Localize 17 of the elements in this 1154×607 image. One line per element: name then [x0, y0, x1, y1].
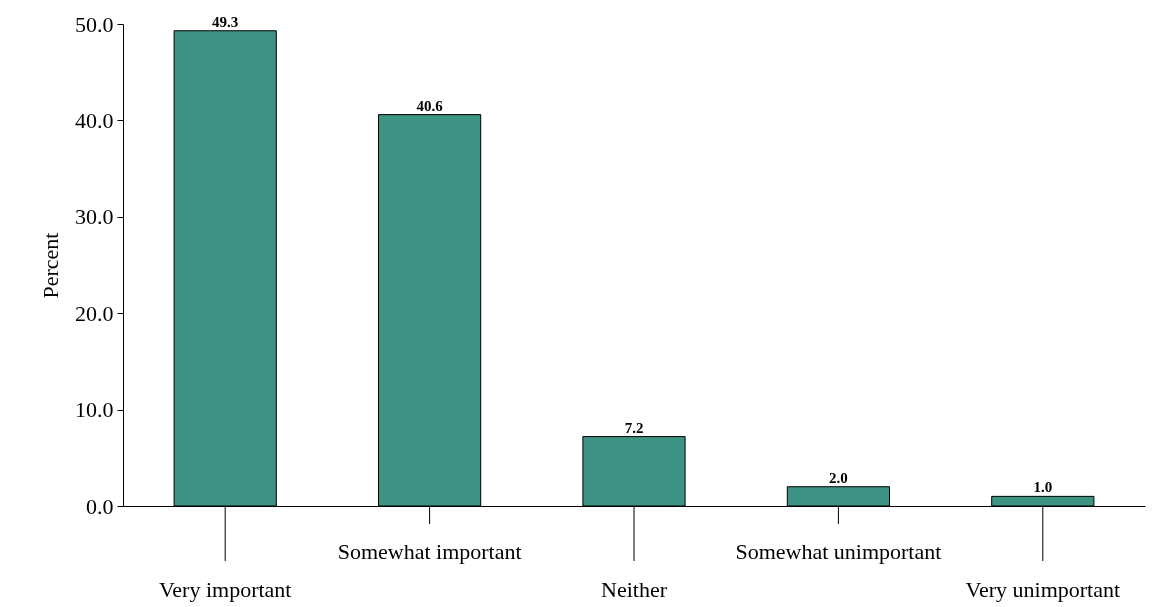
- y-tick-label: 30.0: [75, 204, 114, 230]
- data-label: 7.2: [624, 419, 644, 436]
- data-label: 1.0: [1033, 479, 1053, 496]
- x-tick-label: Somewhat important: [337, 539, 522, 564]
- y-axis-title: Percent: [38, 232, 63, 299]
- x-tick-label: Neither: [601, 577, 668, 602]
- data-label: 49.3: [212, 13, 239, 30]
- y-tick-label: 0.0: [86, 493, 114, 519]
- data-label: 40.6: [416, 97, 444, 114]
- x-tick-label: Very important: [158, 577, 292, 602]
- data-label: 2.0: [829, 469, 848, 486]
- x-tick-label: Somewhat unimportant: [735, 539, 942, 564]
- y-tick-label: 40.0: [75, 107, 114, 133]
- y-tick-label: 20.0: [75, 300, 114, 326]
- x-tick-label: Very unimportant: [965, 577, 1121, 602]
- y-tick-label: 50.0: [75, 11, 114, 37]
- y-tick-label: 10.0: [75, 397, 114, 423]
